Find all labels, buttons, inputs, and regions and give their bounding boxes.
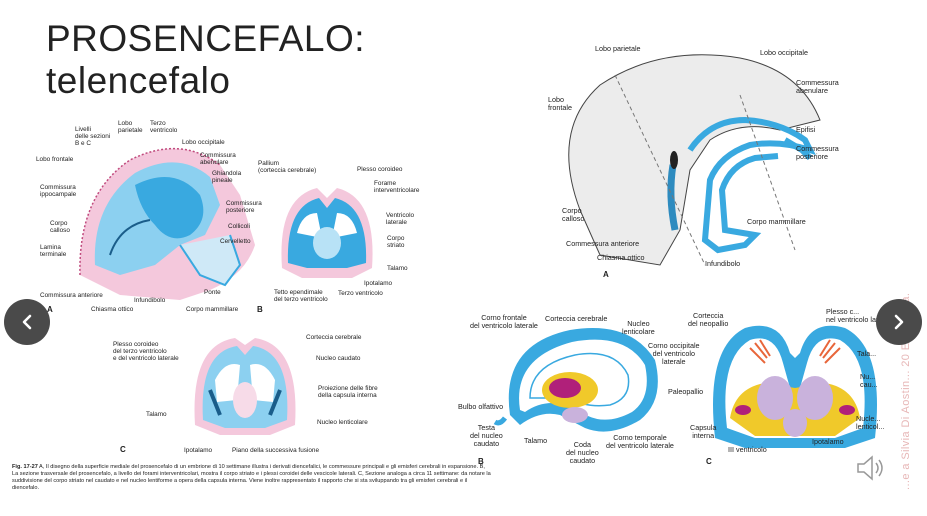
label-corteccia-neopallio: Corteccia del neopallio (688, 311, 729, 328)
label-lamina-terminale: Lamina terminale (40, 244, 67, 258)
label-epifisi: Epifisi (796, 125, 816, 134)
label-corteccia-cerebrale-small: Corteccia cerebrale (306, 334, 362, 341)
caption-text: A, Il disegno della superficie mediale d… (12, 464, 491, 491)
label-nucleo-lenticolare: Nucleo lenticolare (622, 319, 655, 336)
label-corno-frontale: Corno frontale del ventricolo laterale (470, 313, 538, 330)
title-line-2: telencefalo (46, 60, 231, 101)
label-corpo-mammillare-small: Corpo mammillare (186, 306, 239, 313)
label-ponte: Ponte (204, 289, 221, 296)
right-panel-letter-b: B (478, 457, 484, 466)
label-commessura-abenulare: Commessura abenulare (796, 78, 839, 95)
label-nucleo-lenticolare-small: Nucleo lenticolare (317, 419, 368, 426)
label-livelli: Livelli delle sezioni B e C (75, 126, 111, 147)
label-tetto-ependimale: Tetto ependimale del terzo ventricolo (274, 289, 328, 303)
label-infundibolo: Infundibolo (705, 259, 741, 268)
label-testa-nucleo-caudato: Testa del nucleo caudato (470, 423, 503, 448)
label-corpo-mammillare: Corpo mammillare (747, 217, 806, 226)
left-panel-letter-c: C (120, 445, 126, 454)
label-forame: Forame interventricolare (374, 180, 420, 194)
title-line-1: PROSENCEFALO: (46, 18, 366, 59)
label-lobo-occipitale-small: Lobo occipitale (182, 139, 225, 146)
label-proiezione-fibre: Proiezione delle fibre della capsula int… (318, 385, 378, 399)
left-panel-letter-a: A (47, 305, 53, 314)
label-commissura-abenulare-small: Commissura abenulare (200, 152, 236, 166)
label-commessura-posteriore: Commessura posteriore (796, 144, 839, 161)
right-panel-letter-c: C (706, 457, 712, 466)
label-cervelletto: Cervelletto (220, 238, 251, 245)
label-talamo-small-c: Talamo (146, 411, 167, 418)
caption-fig-number: Fig. 17-27 (12, 464, 38, 470)
chevron-left-icon (22, 314, 32, 330)
label-nucleo-lenticolare-c: Nucle... lenticol... (856, 414, 885, 431)
label-commissura-anteriore-small: Commissura anteriore (40, 292, 103, 299)
right-figure-b-diagram (493, 328, 658, 432)
right-panel-letter-a: A (603, 270, 609, 279)
label-corpo-striato: Corpo striato (387, 235, 405, 249)
label-capsula-interna: Capsula interna (690, 423, 717, 440)
left-figure-c-diagram (194, 338, 296, 435)
label-pallium: Pallium (corteccia cerebrale) (258, 160, 317, 174)
label-ipotalamo-small-c: Ipotalamo (184, 447, 213, 454)
label-nucleo-caudato-c: Nu... cau... (860, 372, 878, 389)
label-corpo-calloso: Corpo calloso (562, 206, 585, 223)
label-talamo-c: Tala... (857, 349, 877, 358)
left-figure-a-diagram (79, 147, 255, 300)
label-lobo-occipitale: Lobo occipitale (760, 48, 808, 57)
label-talamo-b: Talamo (524, 436, 548, 445)
right-figure-a-diagram (568, 54, 821, 266)
label-terzo-ventricolo-b: Terzo ventricolo (338, 290, 383, 297)
label-commessura-anteriore: Commessura anteriore (566, 239, 640, 248)
label-piano-fusione: Piano della successiva fusione (232, 447, 320, 454)
label-corno-occipitale: Corno occipitale del ventricolo laterale (648, 341, 700, 366)
label-iii-ventricolo: III ventricolo (728, 445, 767, 454)
label-corpo-calloso-small: Corpo calloso (50, 220, 70, 234)
label-corteccia-cerebrale: Corteccia cerebrale (545, 314, 608, 323)
label-chiasma-ottico: Chiasma ottico (597, 253, 645, 262)
left-figure-b-diagram (281, 188, 373, 278)
right-figure-c-diagram (713, 325, 877, 448)
label-talamo-small-b: Talamo (387, 265, 408, 272)
label-plesso-coroideo-small: Plesso coroideo (357, 166, 403, 173)
label-collicoli: Collicoli (228, 223, 251, 230)
label-infundibolo-small: Infundibolo (134, 297, 166, 304)
prev-slide-button[interactable] (4, 299, 50, 345)
label-ipotalamo-small-b: Ipotalamo (364, 280, 393, 287)
label-terzo-ventricolo-small: Terzo ventricolo (150, 120, 178, 134)
label-coda-nucleo-caudato: Coda del nucleo caudato (566, 440, 599, 465)
label-plesso-terzo-ventricolo: Plesso coroideo del terzo ventricolo e d… (113, 341, 179, 362)
label-ipotalamo-c: Ipotalamo (812, 437, 844, 446)
chevron-right-icon (894, 314, 904, 330)
label-lobo-frontale-small: Lobo frontale (36, 156, 74, 163)
label-lobo-parietale: Lobo parietale (595, 44, 641, 53)
slide-title: PROSENCEFALO: telencefalo (46, 18, 365, 102)
label-ventricolo-laterale-small: Ventricolo laterale (386, 212, 415, 226)
label-commissura-ippocampale: Commissura ippocampale (40, 184, 77, 198)
label-lobo-parietale-small: Lobo parietale (118, 120, 143, 134)
label-ghiandola-pineale: Ghiandola pineale (212, 170, 242, 184)
label-paleopallio: Paleopallio (668, 387, 704, 396)
label-commissura-posteriore-small: Commissura posteriore (226, 200, 262, 214)
label-bulbo-olfattivo: Bulbo olfattivo (458, 402, 504, 411)
label-nucleo-caudato-small: Nucleo caudato (316, 355, 361, 362)
label-lobo-frontale: Lobo frontale (548, 95, 572, 112)
speaker-icon[interactable] (852, 450, 888, 486)
left-panel-letter-b: B (257, 305, 263, 314)
next-slide-button[interactable] (876, 299, 922, 345)
label-corno-temporale: Corno temporale del ventricolo laterale (606, 433, 674, 450)
figure-caption: Fig. 17-27 A, Il disegno della superfici… (12, 464, 492, 492)
label-chiasma-ottico-small: Chiasma ottico (91, 306, 134, 313)
